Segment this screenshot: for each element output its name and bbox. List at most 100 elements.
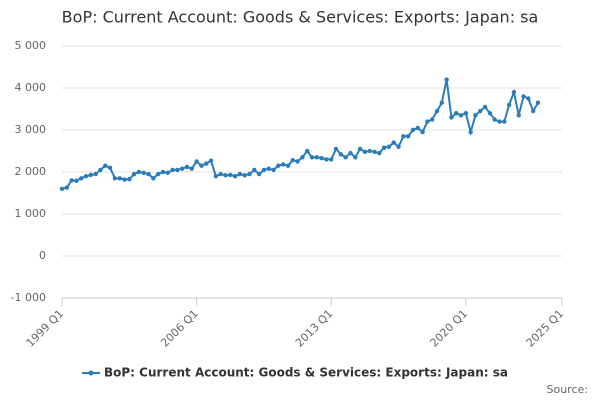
point [401, 134, 406, 139]
y-tick-label: 3 000 [15, 123, 47, 136]
point [381, 145, 387, 150]
point [179, 166, 185, 171]
point [136, 169, 142, 175]
point [429, 117, 435, 122]
x-tick-label: 2006 Q1 [158, 307, 201, 350]
point [449, 115, 454, 120]
point [107, 165, 113, 170]
point [487, 111, 493, 116]
source: Source: [547, 383, 589, 396]
point [353, 155, 358, 160]
legend-label: BoP: Current Account: Goods & Services: … [104, 366, 508, 380]
x-tick-label: 1999 Q1 [24, 307, 67, 350]
point [98, 167, 103, 173]
point [74, 178, 79, 184]
point [410, 127, 416, 133]
point [521, 94, 526, 99]
point [194, 159, 199, 164]
point [64, 185, 70, 190]
point [338, 152, 344, 157]
point [290, 158, 295, 163]
point [377, 150, 382, 156]
point [160, 169, 166, 175]
point [242, 173, 247, 178]
point [319, 155, 324, 161]
point [425, 119, 430, 124]
point [300, 155, 305, 160]
point [131, 171, 137, 177]
x-tick-label: 2025 Q1 [524, 307, 567, 350]
point [170, 167, 175, 173]
point [127, 176, 132, 182]
point [304, 148, 310, 154]
point [492, 117, 497, 122]
point [247, 171, 252, 177]
point [175, 167, 180, 173]
point [213, 174, 219, 179]
point [165, 170, 170, 176]
point [285, 163, 291, 168]
point [396, 144, 401, 149]
point [223, 173, 228, 178]
y-tick-label: 4 000 [15, 81, 47, 94]
point [103, 163, 108, 168]
point [497, 119, 502, 124]
point [478, 108, 483, 114]
point [516, 113, 521, 118]
point [502, 119, 507, 124]
point [184, 164, 190, 170]
point [526, 96, 531, 101]
point [252, 167, 257, 173]
point [309, 155, 315, 160]
point [237, 171, 243, 177]
series-line [61, 79, 539, 190]
point [122, 177, 127, 182]
point [189, 166, 195, 171]
point [266, 166, 271, 171]
point [117, 176, 122, 181]
point [295, 159, 300, 164]
y-tick-label: 1 000 [15, 207, 47, 220]
point [506, 102, 512, 108]
y-tick-label: 0 [39, 249, 46, 262]
y-tick-label: 5 000 [15, 39, 47, 52]
point [405, 134, 411, 139]
point [112, 176, 118, 181]
point [69, 178, 74, 183]
point [391, 140, 396, 145]
point [208, 158, 214, 163]
x-tick-label: 2020 Q1 [428, 307, 471, 350]
point [141, 170, 146, 176]
point [535, 100, 541, 105]
point [343, 155, 348, 160]
point [324, 157, 329, 162]
point [199, 163, 204, 168]
y-tick-label: -1 000 [11, 291, 46, 304]
point [362, 149, 368, 155]
point [357, 146, 363, 152]
point [372, 149, 377, 155]
point [218, 171, 223, 177]
point [155, 171, 161, 177]
point [348, 150, 353, 156]
point [59, 186, 65, 191]
point [204, 161, 209, 166]
point [511, 90, 517, 95]
point [146, 171, 151, 177]
point [93, 171, 98, 177]
point [280, 162, 286, 167]
point [463, 111, 469, 116]
x-tick-label: 2013 Q1 [293, 307, 336, 350]
point [276, 163, 281, 168]
point [415, 125, 420, 131]
point [482, 104, 488, 110]
y-tick-label: 2 000 [15, 165, 47, 178]
point [386, 144, 392, 149]
point [454, 111, 459, 116]
point [458, 113, 464, 118]
point [151, 176, 156, 181]
point [83, 174, 89, 179]
chart-title: BoP: Current Account: Goods & Services: … [62, 8, 539, 27]
